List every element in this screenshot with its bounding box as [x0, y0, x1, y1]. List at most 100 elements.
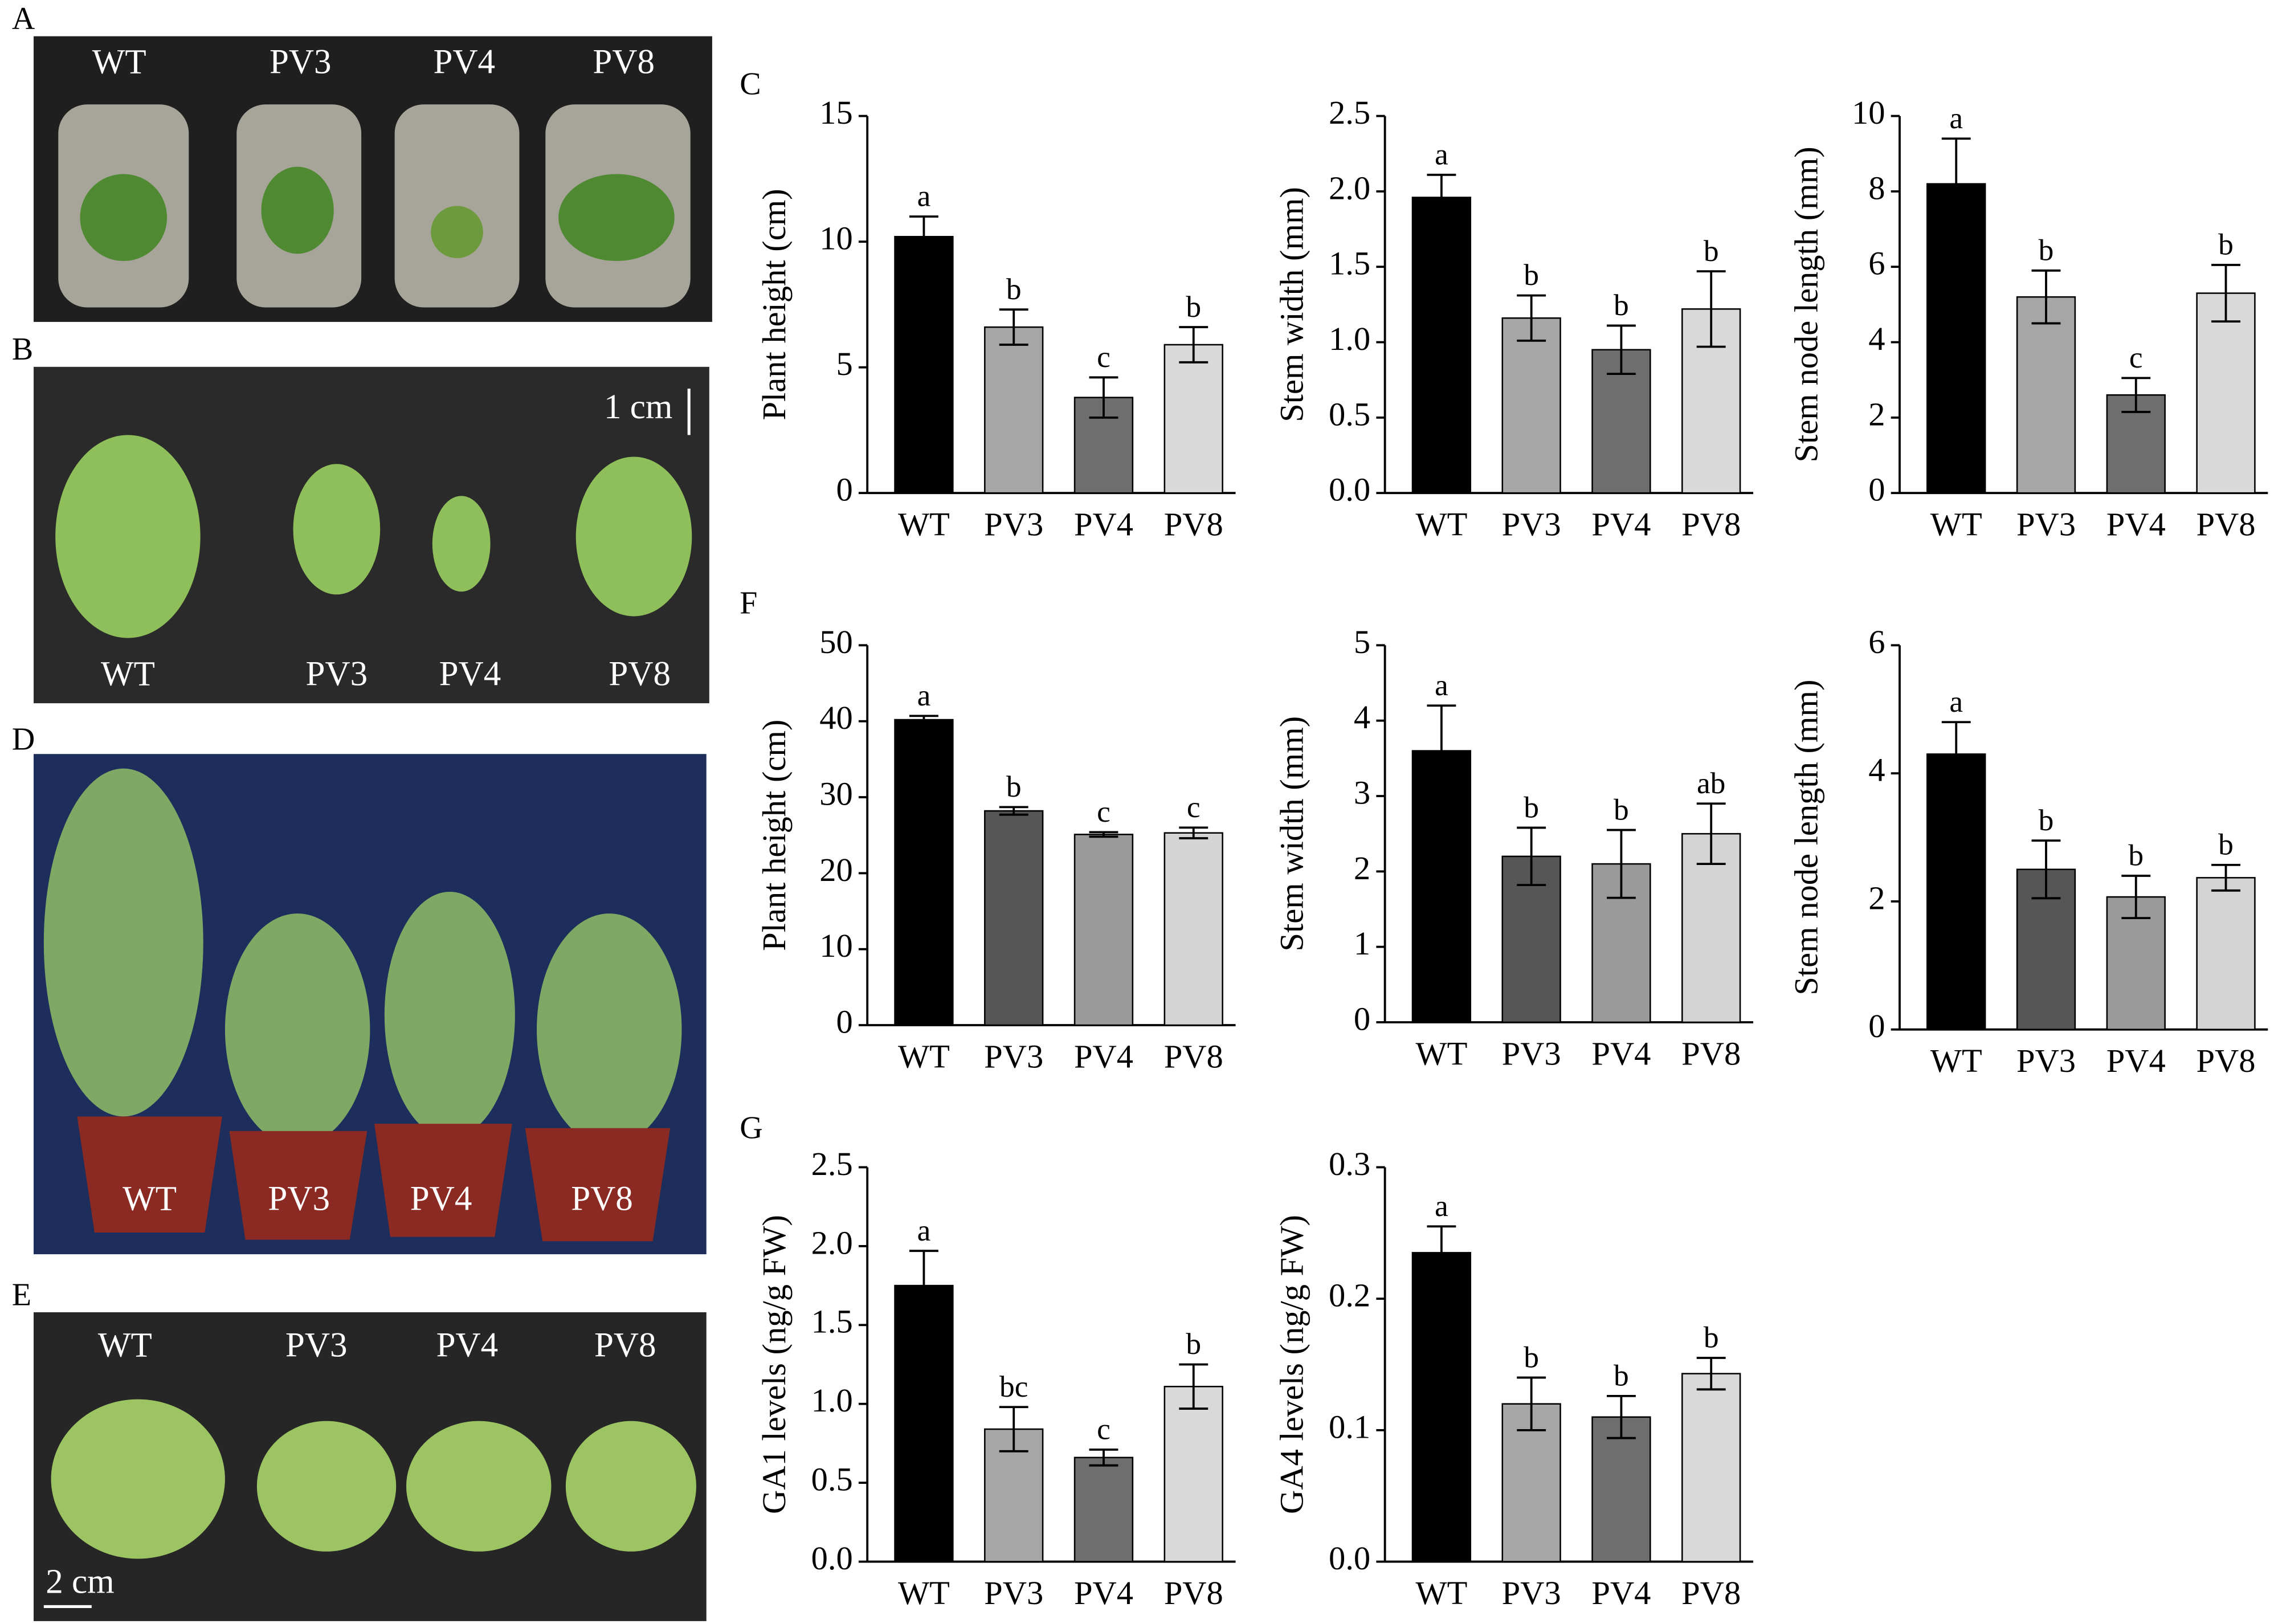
significance-label: a — [1949, 684, 1963, 719]
photo-label: PV3 — [285, 1327, 348, 1365]
photo-label: PV4 — [410, 1180, 472, 1218]
y-tick-label: 0.3 — [1329, 1145, 1370, 1182]
bar — [894, 1284, 954, 1562]
x-tick-label: PV8 — [1164, 1574, 1223, 1611]
x-tick-label: WT — [898, 1038, 950, 1075]
bar — [1681, 833, 1741, 1023]
y-tick-label: 0 — [836, 471, 852, 508]
x-tick-label: PV4 — [2106, 506, 2166, 543]
significance-label: c — [1097, 1412, 1111, 1446]
scale-label: 1 cm — [604, 388, 672, 426]
bar — [1163, 344, 1223, 494]
significance-label: b — [1524, 790, 1539, 824]
panel-letter: D — [12, 722, 35, 757]
significance-label: b — [1614, 792, 1629, 826]
x-tick-label: PV8 — [1681, 1574, 1741, 1611]
x-tick-label: PV4 — [1074, 1574, 1133, 1611]
y-axis-label: Plant height (cm) — [756, 720, 793, 951]
error-bar — [1089, 1448, 1118, 1467]
error-bar — [1179, 326, 1209, 364]
error-bar — [1427, 1225, 1456, 1280]
y-tick-label: 6 — [1868, 245, 1885, 282]
photo-label: PV4 — [439, 655, 501, 693]
error-bar — [1941, 721, 1971, 787]
significance-label: b — [1704, 1320, 1719, 1354]
y-tick-label: 2.0 — [1329, 169, 1370, 206]
y-tick-label: 10 — [819, 927, 853, 964]
significance-label: a — [917, 1213, 931, 1247]
error-bar — [1089, 376, 1118, 419]
significance-label: a — [917, 179, 931, 213]
significance-label: a — [917, 678, 931, 712]
bar — [2196, 877, 2256, 1030]
x-tick-label: PV8 — [2196, 1042, 2255, 1079]
panel-letter: A — [12, 1, 35, 36]
bar — [1411, 1252, 1472, 1562]
x-tick-label: PV3 — [984, 1038, 1043, 1075]
y-tick-label: 40 — [819, 699, 853, 736]
photo-label: PV8 — [593, 43, 655, 81]
significance-label: c — [1097, 340, 1111, 374]
y-tick-label: 0 — [1354, 1000, 1370, 1037]
x-tick-label: PV3 — [984, 506, 1043, 543]
y-tick-label: 2 — [1868, 395, 1885, 432]
y-tick-label: 1.0 — [811, 1382, 853, 1419]
y-tick-label: 1 — [1354, 925, 1370, 962]
significance-label: b — [1524, 258, 1539, 292]
y-axis-label: Stem node length (mm) — [1788, 146, 1825, 462]
y-tick-label: 30 — [819, 775, 853, 812]
y-tick-label: 0.5 — [811, 1461, 853, 1498]
x-tick-label: PV8 — [1164, 1038, 1223, 1075]
x-tick-label: WT — [1930, 506, 1982, 543]
y-tick-label: 50 — [819, 623, 853, 660]
panel-letter: B — [12, 332, 33, 367]
panel-letter: F — [740, 586, 757, 621]
bar — [984, 810, 1044, 1026]
significance-label: b — [1614, 1358, 1629, 1393]
error-bar — [909, 715, 938, 725]
error-bar — [2211, 263, 2240, 323]
x-tick-label: PV4 — [1074, 1038, 1133, 1075]
significance-label: b — [2218, 827, 2234, 862]
error-bar — [1427, 173, 1456, 222]
x-tick-label: PV3 — [2016, 1042, 2076, 1079]
error-bar — [2031, 269, 2061, 325]
photo-label: PV8 — [571, 1180, 633, 1218]
significance-label: b — [1186, 1327, 1201, 1361]
error-bar — [1696, 802, 1726, 866]
error-bar — [1606, 1394, 1636, 1439]
y-tick-label: 0.0 — [1329, 1540, 1370, 1577]
y-tick-label: 2.5 — [811, 1145, 853, 1182]
significance-label: b — [2218, 227, 2234, 262]
x-tick-label: WT — [898, 1574, 950, 1611]
bar — [1501, 317, 1561, 494]
x-tick-label: PV3 — [984, 1574, 1043, 1611]
y-tick-label: 0.1 — [1329, 1408, 1370, 1445]
y-tick-label: 4 — [1868, 320, 1885, 357]
significance-label: b — [1006, 272, 1022, 306]
photo-label: PV3 — [270, 43, 332, 81]
significance-label: b — [1614, 288, 1629, 322]
significance-label: a — [1435, 668, 1448, 702]
x-tick-label: PV8 — [1164, 506, 1223, 543]
y-tick-label: 2 — [1354, 850, 1370, 887]
significance-label: c — [1097, 794, 1111, 829]
panel-letter: E — [12, 1277, 31, 1312]
bar — [984, 326, 1044, 494]
y-tick-label: 1.5 — [811, 1303, 853, 1340]
error-bar — [2121, 377, 2151, 413]
x-tick-label: PV4 — [2106, 1042, 2166, 1079]
error-bar — [1517, 294, 1546, 342]
bar — [1163, 832, 1223, 1026]
bar — [1926, 183, 1986, 494]
bar — [1073, 1456, 1134, 1562]
y-tick-label: 15 — [819, 94, 853, 131]
y-tick-label: 0 — [1868, 471, 1885, 508]
error-bar — [1179, 1363, 1209, 1410]
significance-label: b — [1006, 769, 1022, 803]
y-tick-label: 0.0 — [1329, 471, 1370, 508]
error-bar — [909, 1250, 938, 1321]
bar — [2016, 296, 2076, 494]
scale-label: 2 cm — [46, 1562, 114, 1601]
